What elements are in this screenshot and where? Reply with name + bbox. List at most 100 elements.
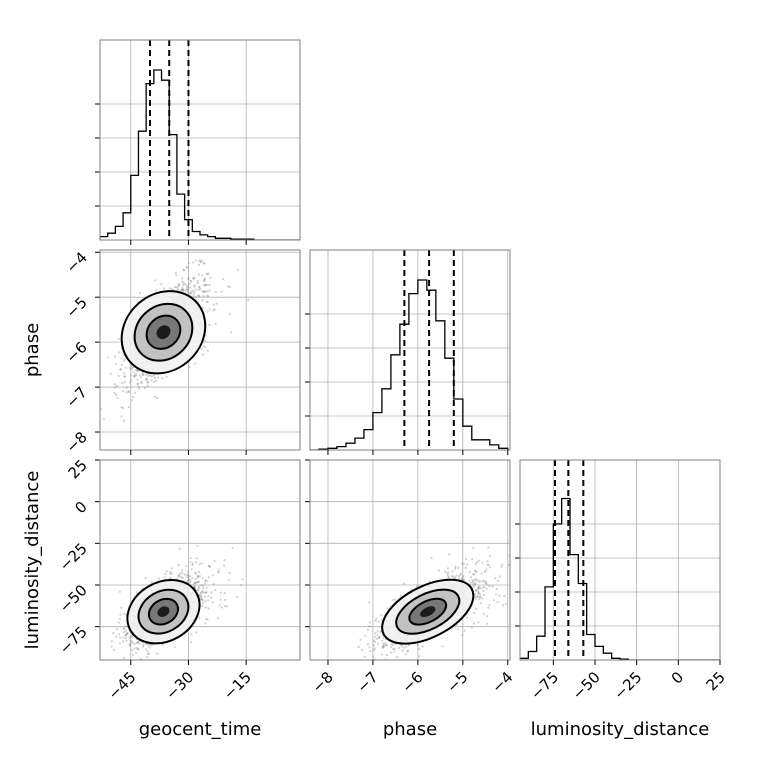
scatter-point [364,635,366,637]
scatter-point [138,643,140,645]
scatter-point [361,649,363,651]
x-tick-label: −6 [398,668,426,696]
scatter-point [125,640,127,642]
scatter-point [145,374,147,376]
scatter-point [132,371,134,373]
scatter-point [202,602,204,604]
scatter-point [195,259,197,261]
scatter-point [461,634,463,636]
y-tick-label: 25 [65,456,91,482]
scatter-point [158,577,160,579]
scatter-point [191,568,193,570]
scatter-point [220,592,222,594]
scatter-point [214,560,216,562]
scatter-point [154,396,156,398]
scatter-point [123,631,125,633]
scatter-point [478,598,480,600]
y-tick-label: −4 [62,248,90,276]
y-tick-label: 0 [71,498,90,517]
scatter-point [377,643,379,645]
scatter-point [205,618,207,620]
scatter-point [438,569,440,571]
scatter-point [403,647,405,649]
scatter-point [417,644,419,646]
scatter-point [156,653,158,655]
scatter-point [122,641,124,643]
scatter-point [103,418,105,420]
scatter-point [210,597,212,599]
scatter-point [150,379,152,381]
scatter-point [206,295,208,297]
scatter-point [202,585,204,587]
scatter-point [202,295,204,297]
scatter-point [192,261,194,263]
scatter-point [186,266,188,268]
scatter-point [115,636,117,638]
histogram-luminosity-distance [520,499,720,661]
scatter-point [131,649,133,651]
scatter-point [236,596,238,598]
histogram-phase [310,280,508,450]
scatter-point [220,599,222,601]
scatter-point [391,643,393,645]
scatter-point [166,570,168,572]
scatter-point [154,279,156,281]
scatter-point [207,599,209,601]
scatter-point [123,657,125,659]
x-tick-label: −15 [220,668,255,703]
scatter-point [195,631,197,633]
x-tick-label: −25 [610,668,645,703]
scatter-point [181,286,183,288]
scatter-point [486,588,488,590]
scatter-point [203,262,205,264]
x-tick-label: 25 [703,668,729,694]
scatter-point [171,567,173,569]
scatter-point [198,264,200,266]
scatter-point [422,645,424,647]
scatter-point [205,587,207,589]
scatter-point [151,581,153,583]
scatter-point [379,631,381,633]
scatter-point [488,564,490,566]
scatter-point [405,653,407,655]
panel-frame [310,250,510,450]
scatter-point [198,617,200,619]
scatter-point [237,269,239,271]
scatter-point [464,630,466,632]
scatter-point [175,274,177,276]
scatter-point [137,386,139,388]
scatter-point [200,348,202,350]
scatter-point [215,291,217,293]
scatter-point [498,594,500,596]
scatter-point [223,559,225,561]
scatter-point [487,560,489,562]
scatter-point [373,644,375,646]
panel-frame [520,460,720,660]
scatter-point [369,650,371,652]
scatter-point [123,613,125,615]
scatter-point [142,645,144,647]
y-tick-label: −6 [62,338,90,366]
scatter-point [146,656,148,658]
scatter-point [217,571,219,573]
scatter-point [204,346,206,348]
scatter-point [218,569,220,571]
y-tick-label: −50 [56,581,91,616]
scatter-point [125,634,127,636]
scatter-point [475,608,477,610]
scatter-point [191,564,193,566]
scatter-point [190,280,192,282]
panel-geocent-time-vs-phase [100,242,300,450]
scatter-point [177,564,179,566]
scatter-point [198,563,200,565]
scatter-point [442,645,444,647]
scatter-point [183,282,185,284]
scatter-point [217,617,219,619]
scatter-point [502,604,504,606]
scatter-point [151,375,153,377]
panel-geocent-time-histogram [100,40,300,240]
scatter-point [418,648,420,650]
scatter-point [119,368,121,370]
scatter-point [213,308,215,310]
